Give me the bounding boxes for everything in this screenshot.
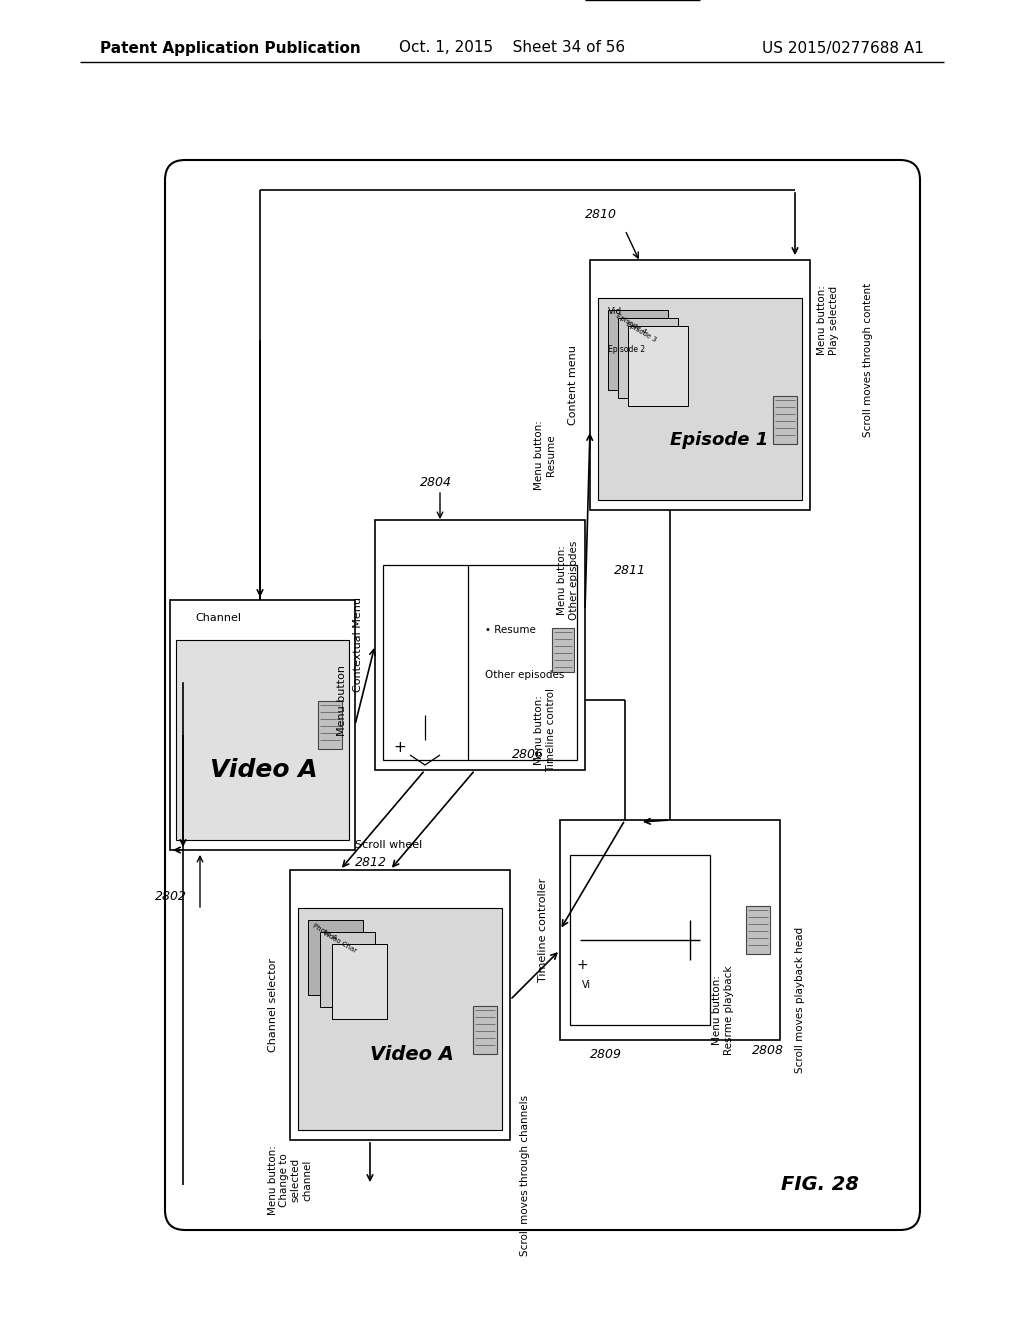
Text: 2811: 2811 — [614, 564, 646, 577]
Text: FIG. 28: FIG. 28 — [781, 1176, 859, 1195]
Bar — [608, 310, 668, 389]
Text: Episode 3: Episode 3 — [625, 321, 657, 343]
Bar — [290, 870, 510, 1140]
Text: Menu button:
Resrme playback: Menu button: Resrme playback — [713, 965, 734, 1055]
Text: Channel selector: Channel selector — [268, 958, 278, 1052]
Bar — [298, 908, 502, 1130]
Text: Timeline controller: Timeline controller — [538, 878, 548, 982]
Text: 2812: 2812 — [355, 855, 387, 869]
Bar — [319, 932, 375, 1007]
Text: Video A: Video A — [210, 758, 317, 781]
Text: Video Char: Video Char — [322, 929, 358, 954]
Text: Menu button:
Play selected: Menu button: Play selected — [817, 285, 839, 355]
Bar — [170, 601, 355, 850]
Text: Photo A: Photo A — [312, 923, 338, 941]
Text: Scroll moves through content: Scroll moves through content — [863, 282, 873, 437]
Text: Content menu: Content menu — [568, 345, 578, 425]
Text: Vi: Vi — [582, 979, 591, 990]
Bar — [598, 298, 802, 500]
Bar — [375, 520, 585, 770]
Text: Other episodes: Other episodes — [485, 671, 564, 680]
Text: 2810: 2810 — [585, 209, 617, 222]
Bar — [383, 565, 577, 760]
Text: 2809: 2809 — [590, 1048, 622, 1061]
FancyBboxPatch shape — [165, 160, 920, 1230]
Bar — [746, 906, 770, 954]
Text: +: + — [393, 741, 407, 755]
Bar — [318, 701, 342, 748]
Text: Oct. 1, 2015    Sheet 34 of 56: Oct. 1, 2015 Sheet 34 of 56 — [399, 41, 625, 55]
Bar — [570, 855, 710, 1026]
Text: • Resume: • Resume — [485, 624, 536, 635]
Text: Menu button:
Other episodes: Menu button: Other episodes — [557, 540, 579, 619]
Text: Video A: Video A — [370, 1045, 454, 1064]
Text: Channel: Channel — [195, 612, 241, 623]
Text: Menu button: Menu button — [337, 664, 347, 735]
Text: 2804: 2804 — [420, 475, 452, 488]
Bar — [552, 628, 574, 672]
Bar — [308, 920, 362, 995]
Text: Contextual Menu: Contextual Menu — [353, 598, 362, 693]
Text: Patent Application Publication: Patent Application Publication — [100, 41, 360, 55]
Text: 2802: 2802 — [155, 890, 187, 903]
Text: Scroll moves playback head: Scroll moves playback head — [795, 927, 805, 1073]
Bar — [628, 326, 688, 407]
Text: US 2015/0277688 A1: US 2015/0277688 A1 — [762, 41, 924, 55]
Text: 2806: 2806 — [512, 748, 544, 762]
Bar — [773, 396, 797, 444]
Text: +: + — [577, 958, 588, 972]
Text: Vid: Vid — [608, 308, 623, 317]
Text: Episode 4: Episode 4 — [615, 313, 647, 335]
Text: Episode 1: Episode 1 — [670, 432, 768, 449]
Bar — [473, 1006, 497, 1053]
Bar — [332, 944, 387, 1019]
Text: Menu button:
Resume: Menu button: Resume — [535, 420, 556, 490]
Bar — [560, 820, 780, 1040]
Bar — [618, 318, 678, 399]
Text: 2808: 2808 — [752, 1044, 784, 1056]
Bar — [176, 640, 349, 840]
Text: Episode 2: Episode 2 — [608, 346, 645, 355]
Text: Scroll wheel: Scroll wheel — [355, 840, 422, 850]
Text: Menu button:
Timeline control: Menu button: Timeline control — [535, 688, 556, 772]
Text: Scroll moves through channels: Scroll moves through channels — [520, 1094, 530, 1255]
Bar — [590, 260, 810, 510]
Text: Menu button:
Change to
selected
channel: Menu button: Change to selected channel — [267, 1144, 312, 1214]
